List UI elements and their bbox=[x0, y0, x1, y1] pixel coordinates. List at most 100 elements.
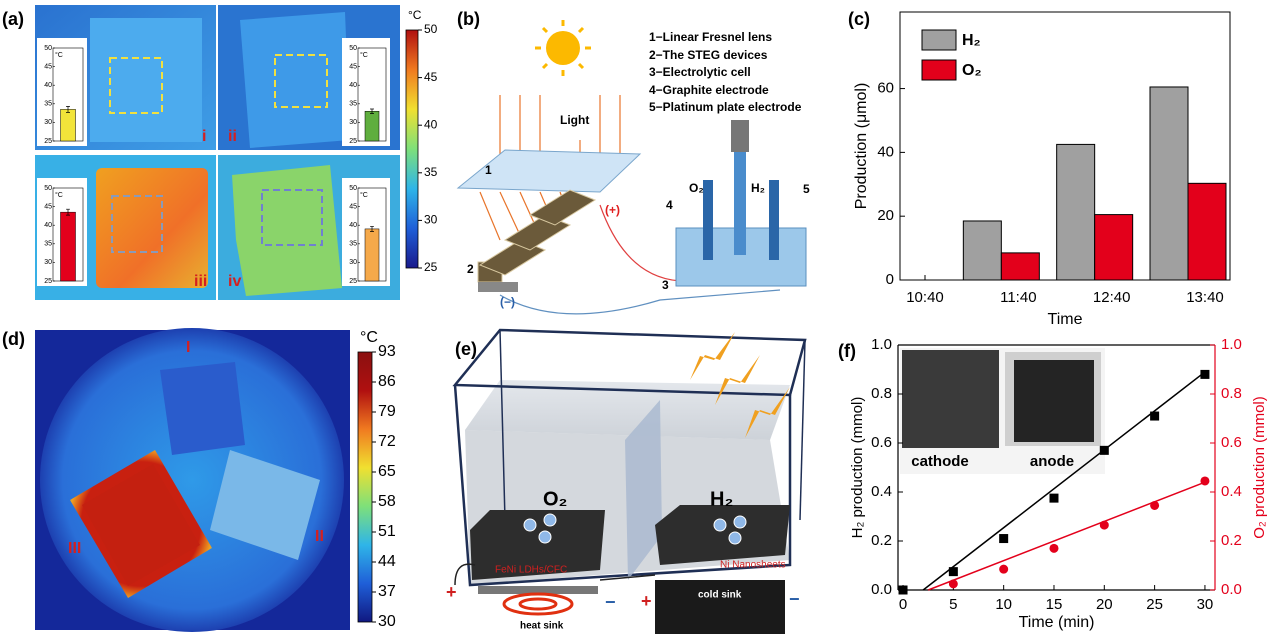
heat-sink bbox=[478, 282, 518, 292]
roi-box bbox=[274, 54, 328, 108]
gas-label: O₂ bbox=[543, 488, 567, 510]
fit-line bbox=[927, 481, 1206, 591]
region-label: II bbox=[315, 528, 324, 545]
y2-tick-label: 0.6 bbox=[1221, 434, 1242, 451]
bubble bbox=[543, 513, 557, 527]
legend-text: 4−Graphite electrode bbox=[649, 83, 769, 97]
x-axis-label: Time bbox=[1048, 311, 1083, 328]
inset-tick-label: 35 bbox=[44, 241, 52, 248]
bubble bbox=[538, 530, 552, 544]
ray bbox=[577, 62, 585, 70]
bubble bbox=[728, 531, 742, 545]
inset-tick-label: 30 bbox=[44, 119, 52, 126]
legend-text: 3−Electrolytic cell bbox=[649, 65, 751, 79]
sample-region bbox=[160, 362, 245, 455]
pole-label: − bbox=[605, 592, 616, 612]
inset-unit: °C bbox=[55, 51, 63, 59]
electrode bbox=[734, 150, 746, 255]
gas-label: H₂ bbox=[710, 488, 733, 510]
y2-tick-label: 0.2 bbox=[1221, 532, 1242, 549]
y2-tick-label: 1.0 bbox=[1221, 336, 1242, 353]
image-label: iii bbox=[194, 273, 207, 290]
bubbles bbox=[523, 513, 747, 545]
ray bbox=[541, 62, 549, 70]
colorbar-tick-label: 65 bbox=[378, 463, 396, 480]
device-plate bbox=[240, 12, 350, 148]
point bbox=[898, 585, 908, 595]
inset-tick-label: 25 bbox=[349, 138, 357, 145]
colorbar-tick-label: 50 bbox=[424, 22, 438, 36]
steg-devices bbox=[477, 189, 597, 283]
bar bbox=[60, 211, 76, 282]
colorbar-unit: °C bbox=[360, 329, 378, 346]
sun-rays bbox=[535, 20, 591, 76]
device-diagram-e: O₂ H₂ FeNi LDHs/CFC Ni Nanosheets heat s… bbox=[446, 328, 807, 634]
region-label: I bbox=[186, 339, 190, 356]
region-label: III bbox=[68, 540, 81, 557]
cathode-material bbox=[655, 505, 790, 565]
frame-edge bbox=[499, 329, 506, 521]
wire bbox=[499, 289, 781, 315]
ray bbox=[577, 26, 585, 34]
device-plate bbox=[232, 165, 342, 296]
point bbox=[1200, 369, 1210, 379]
colorbar-tick-label: 86 bbox=[378, 373, 396, 390]
inset-tick-label: 40 bbox=[44, 82, 52, 89]
bar bbox=[60, 109, 76, 142]
gas-label: O₂ bbox=[689, 181, 704, 195]
colorbar-tick-label: 79 bbox=[378, 403, 396, 420]
inset-tick-label: 25 bbox=[44, 278, 52, 285]
part-label: 5 bbox=[803, 182, 810, 196]
heater-coil bbox=[518, 597, 558, 611]
y-tick-label: 0.0 bbox=[871, 581, 892, 598]
point bbox=[1150, 411, 1160, 421]
membrane bbox=[625, 400, 662, 580]
y-axis-label: Production (μmol) bbox=[853, 83, 870, 210]
x-tick-label: 30 bbox=[1197, 596, 1214, 613]
gas-label: H₂ bbox=[751, 181, 765, 195]
x-tick-label: 13:40 bbox=[1186, 289, 1224, 306]
bar bbox=[1187, 182, 1227, 281]
colorbar bbox=[405, 29, 419, 269]
point bbox=[948, 567, 958, 577]
holder bbox=[731, 120, 749, 152]
pole-label: − bbox=[789, 589, 800, 609]
ray bbox=[479, 191, 501, 241]
panel-label: (a) bbox=[2, 9, 24, 29]
roi-box bbox=[261, 189, 323, 246]
pole-label: (−) bbox=[500, 295, 515, 309]
legend-label: H₂ bbox=[962, 32, 981, 49]
panel-label: (d) bbox=[2, 329, 25, 349]
frame-edge bbox=[799, 339, 806, 521]
colorbar-tick-label: 93 bbox=[378, 343, 396, 360]
electrolyte bbox=[465, 380, 790, 440]
inset-tick-label: 45 bbox=[349, 203, 357, 210]
legend-text: 1−Linear Fresnel lens bbox=[649, 30, 772, 44]
inset-tick-label: 30 bbox=[44, 259, 52, 266]
bubble bbox=[713, 518, 727, 532]
bar bbox=[1056, 143, 1096, 281]
inset-tick-label: 25 bbox=[44, 138, 52, 145]
point bbox=[1099, 445, 1109, 455]
panel-label: (e) bbox=[455, 339, 477, 359]
inset-tick-label: 50 bbox=[44, 45, 52, 52]
panel-label: (b) bbox=[457, 9, 480, 29]
inset-tick-label: 50 bbox=[349, 185, 357, 192]
pole-label: (+) bbox=[605, 203, 620, 217]
error-bar bbox=[370, 108, 374, 114]
bar bbox=[962, 220, 1002, 281]
x-tick-label: 11:40 bbox=[1000, 289, 1036, 306]
image-label: i bbox=[202, 128, 206, 145]
colorbar-tick-label: 72 bbox=[378, 433, 396, 450]
colorbar-tick-label: 51 bbox=[378, 523, 396, 540]
lightning bbox=[745, 387, 790, 438]
y2-tick-label: 0.4 bbox=[1221, 483, 1242, 500]
y-tick-label: 1.0 bbox=[871, 336, 892, 353]
sink-label: heat sink bbox=[520, 621, 564, 632]
legend-label: O₂ bbox=[962, 62, 982, 79]
colorbar-tick-label: 25 bbox=[424, 260, 438, 274]
inset-tick-label: 45 bbox=[349, 63, 357, 70]
part-label: 1 bbox=[485, 163, 492, 177]
